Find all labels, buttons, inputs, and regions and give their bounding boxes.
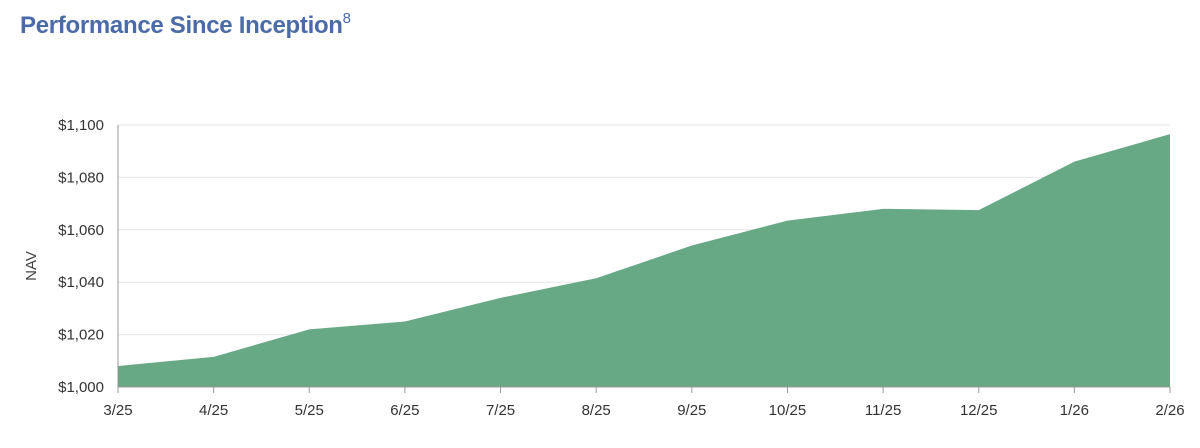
nav-area	[118, 134, 1170, 387]
x-tick-label: 10/25	[769, 402, 807, 419]
area-layer	[118, 134, 1170, 387]
y-axis-label: NAV	[23, 251, 40, 281]
x-tick-label: 2/26	[1155, 402, 1184, 419]
x-tick-label: 1/26	[1060, 402, 1089, 419]
x-tick-label: 3/25	[103, 402, 132, 419]
x-tick-label: 7/25	[486, 402, 515, 419]
chart-title-block: Performance Since Inception 8	[20, 10, 351, 40]
x-tick-label: 8/25	[582, 402, 611, 419]
y-tick-label: $1,060	[58, 222, 104, 239]
x-tick-label: 12/25	[960, 402, 998, 419]
y-tick-label: $1,000	[58, 379, 104, 396]
chart-title: Performance Since Inception	[20, 12, 343, 39]
x-tick-labels: 3/25 4/25 5/25 6/25 7/25 8/25 9/25 10/25 11/25 12…	[103, 402, 1184, 419]
x-tick-label: 5/25	[295, 402, 324, 419]
axes-layer	[117, 125, 1171, 393]
x-tick-label: 6/25	[390, 402, 419, 419]
footnote-marker: 8	[342, 10, 352, 27]
x-tick-label: 11/25	[865, 402, 901, 419]
y-tick-label: $1,080	[58, 169, 104, 186]
x-tick-label: 9/25	[677, 402, 706, 419]
y-tick-label: $1,100	[58, 117, 104, 134]
y-tick-label: $1,020	[58, 327, 104, 344]
x-tick-label: 4/25	[199, 402, 228, 419]
y-tick-label: $1,040	[58, 274, 104, 291]
y-tick-labels: $1,000 $1,020 $1,040 $1,060 $1,080 $1,100	[58, 117, 104, 396]
